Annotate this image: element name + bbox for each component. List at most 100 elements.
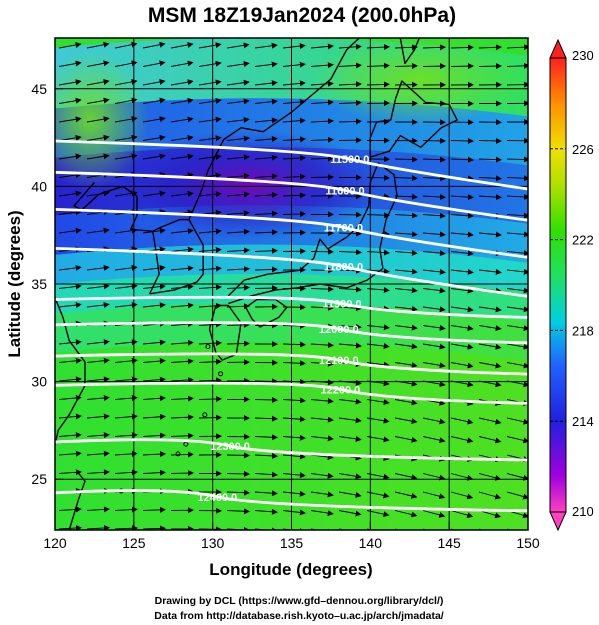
wind-arrow [366, 361, 390, 368]
wind-arrow [226, 340, 250, 347]
wind-arrow [142, 265, 166, 271]
wind-arrow [366, 491, 390, 499]
wind-arrow [450, 194, 474, 201]
wind-arrow [422, 306, 446, 313]
wind-arrow [198, 116, 222, 123]
y-axis-ticks: 25 30 35 40 45 [31, 81, 63, 487]
wind-arrow [114, 134, 138, 141]
wind-arrow [86, 227, 110, 234]
wind-arrow [366, 44, 390, 51]
wind-arrow [394, 436, 418, 443]
wind-arrow [198, 228, 222, 235]
wind-arrow [254, 98, 278, 105]
wind-arrow [450, 491, 474, 500]
wind-arrow [114, 469, 138, 476]
height-contour [55, 438, 528, 462]
wind-arrow [310, 416, 334, 423]
wind-arrow [142, 302, 166, 309]
wind-arrow [450, 362, 474, 369]
wind-arrow [114, 283, 138, 290]
wind-arrow [86, 190, 110, 197]
wind-arrow [366, 212, 390, 219]
colorbar-tick-label: 230 [572, 48, 594, 63]
wind-arrow [170, 228, 194, 235]
wind-arrow [86, 339, 110, 346]
wind-arrow [310, 62, 334, 69]
wind-arrow [58, 450, 82, 457]
x-tick-label: 125 [122, 535, 146, 551]
wind-arrow [142, 413, 166, 420]
wind-arrow [450, 343, 474, 350]
wind-arrow [422, 417, 446, 425]
wind-arrow [310, 99, 334, 106]
wind-arrow [422, 175, 446, 182]
wind-arrow [422, 268, 446, 275]
height-contour [55, 352, 528, 376]
wind-arrow [282, 490, 306, 497]
wind-arrow [226, 172, 250, 179]
wind-arrow [58, 283, 82, 290]
wind-arrow [422, 137, 446, 144]
wind-arrow [142, 525, 166, 530]
wind-arrow [86, 506, 110, 513]
wind-arrow [114, 78, 138, 86]
wind-arrow [282, 378, 306, 385]
wind-arrow [338, 417, 362, 424]
wind-arrow [506, 491, 528, 500]
wind-arrow [282, 61, 306, 68]
wind-arrow [338, 81, 362, 88]
wind-arrow [226, 489, 250, 496]
wind-arrow [506, 212, 528, 219]
colorbar-tick-label: 210 [572, 504, 594, 519]
wind-arrow [450, 156, 474, 163]
contour-label: 12400.0 [198, 492, 238, 504]
wind-arrow [366, 324, 390, 331]
wind-arrow [198, 321, 222, 328]
wind-arrow [86, 413, 110, 420]
wind-arrow [170, 134, 194, 141]
wind-arrow [198, 377, 222, 384]
contour-label: 11600.0 [326, 185, 365, 197]
wind-arrow [366, 343, 390, 349]
wind-arrow [478, 380, 502, 388]
wind-arrow [198, 135, 222, 142]
wind-arrow [58, 469, 82, 476]
wind-arrow [506, 343, 528, 350]
wind-arrow [142, 60, 166, 67]
wind-arrow [310, 286, 334, 293]
x-tick-label: 145 [437, 535, 461, 551]
wind-arrow [422, 324, 446, 331]
wind-arrow [422, 287, 446, 294]
wind-arrow [394, 156, 418, 163]
wind-arrow [226, 61, 250, 67]
wind-arrow [282, 453, 306, 460]
wind-arrow [506, 436, 528, 444]
wind-arrow [86, 60, 110, 67]
colorbar-top-arrow [549, 38, 567, 59]
wind-arrow [170, 302, 194, 309]
x-tick-label: 150 [516, 535, 540, 551]
wind-arrow [422, 510, 446, 518]
wind-arrow [254, 135, 278, 142]
wind-arrow [114, 432, 138, 439]
wind-arrow [506, 175, 528, 182]
wind-arrow [506, 362, 528, 369]
wind-arrow [478, 194, 502, 201]
wind-arrow [366, 510, 390, 518]
wind-arrow [338, 379, 362, 386]
wind-arrow [58, 209, 82, 216]
wind-arrow [58, 339, 82, 346]
wind-arrow [282, 472, 306, 479]
wind-arrow [450, 44, 474, 51]
wind-arrow [86, 264, 110, 271]
x-tick-label: 135 [280, 535, 304, 551]
y-tick-label: 40 [31, 178, 47, 194]
wind-arrow [478, 63, 502, 70]
wind-arrow [422, 436, 446, 444]
y-axis-label: Latitude (degrees) [5, 210, 24, 357]
wind-arrow [58, 357, 82, 364]
wind-arrow [394, 362, 418, 369]
wind-arrow [338, 398, 362, 405]
wind-arrow [254, 471, 278, 478]
island [202, 412, 208, 418]
